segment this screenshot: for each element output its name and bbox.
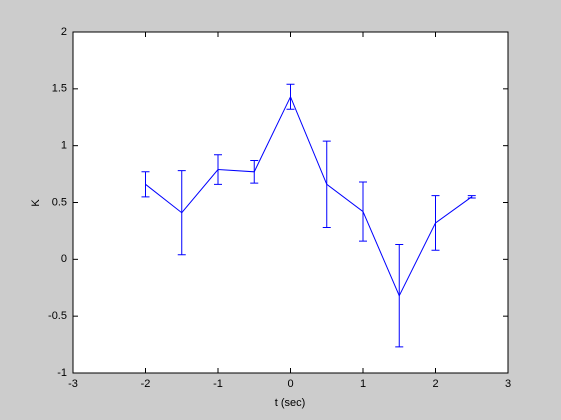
x-tick-label: -3 xyxy=(68,378,78,390)
x-tick-label: -2 xyxy=(141,378,151,390)
error-bar xyxy=(250,159,259,184)
y-tick-label: -0.5 xyxy=(48,310,67,322)
error-bar xyxy=(322,140,331,229)
error-bar xyxy=(395,244,404,348)
error-bar xyxy=(286,83,295,110)
error-bar xyxy=(359,181,367,242)
y-tick-label: 1 xyxy=(61,140,67,152)
y-tick-label: 1.5 xyxy=(52,83,67,95)
x-axis-label: t (sec) xyxy=(275,397,306,409)
axes-box xyxy=(72,31,509,374)
x-tick-label: 3 xyxy=(505,378,511,390)
error-bar xyxy=(431,195,440,251)
x-tick-label: -1 xyxy=(213,378,223,390)
y-tick-label: -1 xyxy=(57,367,67,379)
y-tick-label: 0 xyxy=(61,253,67,265)
x-tick-label: 1 xyxy=(360,378,366,390)
error-bar xyxy=(177,170,186,256)
x-tick-label: 2 xyxy=(432,378,438,390)
y-tick-label: 0.5 xyxy=(52,196,67,208)
data-line xyxy=(145,95,473,297)
y-axis-label: K xyxy=(30,199,42,207)
x-tick-label: 0 xyxy=(287,378,293,390)
error-bar xyxy=(214,154,222,185)
error-bar xyxy=(141,171,150,198)
error-bar xyxy=(467,195,476,199)
y-tick-label: 2 xyxy=(61,26,67,38)
